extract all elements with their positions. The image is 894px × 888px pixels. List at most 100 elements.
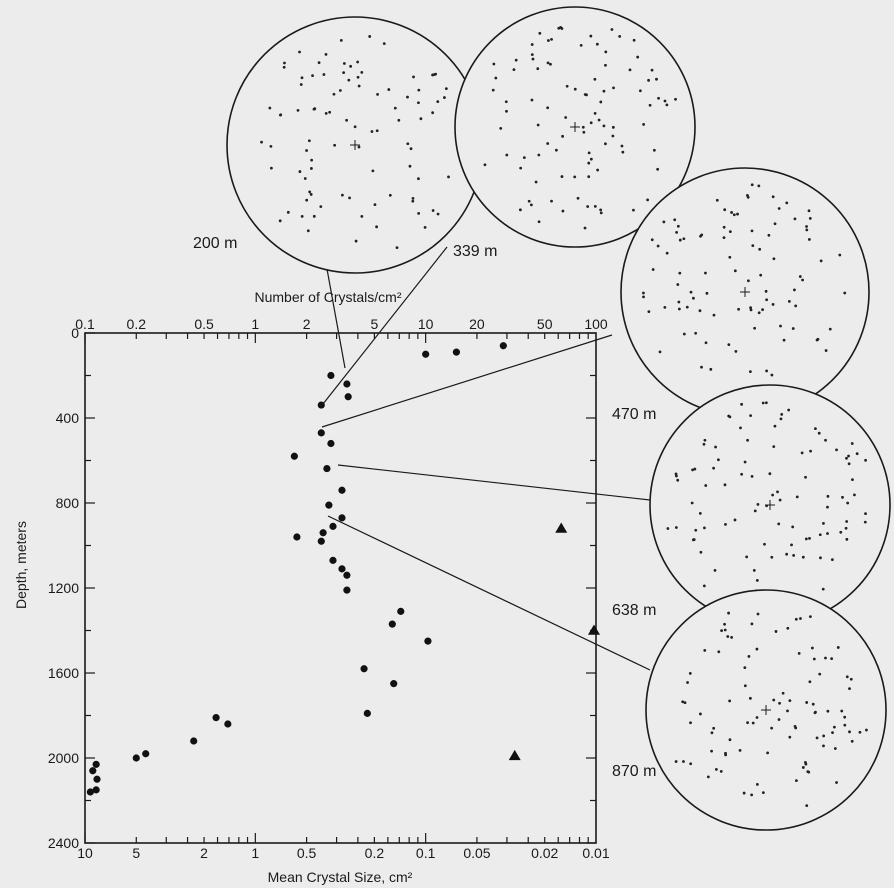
data-point-circle [422,350,430,358]
c-axis-dot [650,68,654,72]
c-axis-dot [308,190,312,194]
c-axis-dot [724,753,728,757]
c-axis-dot [585,93,588,97]
c-axis-dot [522,156,526,160]
c-axis-dot [417,177,420,181]
c-axis-dot [848,730,851,734]
c-axis-dot [298,170,302,173]
c-axis-dot [674,526,678,529]
fabric-diagram-339m [454,6,696,248]
c-axis-dot [853,493,856,497]
c-axis-dot [772,698,776,702]
c-axis-dot [409,147,413,151]
c-axis-dot [806,770,810,774]
c-axis-dot [675,230,678,234]
c-axis-dot [576,196,580,200]
data-point-circle [424,637,432,645]
c-axis-dot [782,338,786,342]
top-tick-label: 10 [418,316,434,332]
c-axis-dot [822,734,826,738]
c-axis-dot [504,100,508,104]
c-axis-dot [678,238,682,242]
data-point-circle [92,760,100,768]
y-axis-title: Depth, meters [13,521,29,609]
c-axis-dot [845,537,849,541]
c-axis-dot [534,180,538,184]
c-axis-dot [596,168,600,172]
c-axis-dot [855,452,859,456]
c-axis-dot [743,684,747,688]
data-point-circle [329,522,337,530]
c-axis-dot [722,225,726,229]
c-axis-dot [324,52,328,56]
c-axis-dot [805,228,809,232]
c-axis-dot [728,230,732,234]
c-axis-dot [546,61,550,65]
centre-cross [350,140,360,150]
c-axis-dot [340,193,344,197]
c-axis-dot [801,555,805,559]
c-axis-dot [682,237,686,241]
c-axis-dot [811,702,815,706]
data-points [86,342,600,796]
c-axis-dot [750,793,754,797]
data-point-circle [327,439,335,448]
c-axis-dot [750,475,754,478]
c-axis-dot [751,721,755,725]
c-axis-dot [636,55,640,59]
c-axis-dot [550,199,553,203]
c-axis-dot [835,781,838,784]
c-axis-dot [703,648,707,652]
data-point-circle [343,571,351,579]
y-tick-label: 2000 [48,750,79,766]
c-axis-dot [339,38,343,42]
c-axis-dot [546,106,550,110]
c-axis-dot [822,521,825,525]
data-point-circle [290,452,298,460]
c-axis-dot [655,77,658,81]
data-point-circle [325,501,333,509]
c-axis-dot [723,628,727,632]
c-axis-dot [763,542,766,546]
c-axis-dot [822,744,825,748]
c-axis-dot [505,153,509,157]
c-axis-dot [702,584,706,588]
c-axis-dot [830,558,834,562]
c-axis-dot [812,657,816,661]
c-axis-dot [345,118,349,122]
c-axis-dot [750,229,754,233]
c-axis-dot [850,442,854,445]
top-tick-label: 100 [584,316,608,332]
c-axis-dot [724,522,727,526]
c-axis-dot [761,308,764,312]
bottom-tick-label: 0.1 [416,845,436,861]
c-axis-dot [843,715,847,719]
c-axis-dot [646,198,650,202]
data-point-circle [142,750,150,758]
c-axis-dot [492,62,496,66]
data-point-circle [190,737,198,745]
c-axis-dot [694,331,698,335]
c-axis-dot [300,214,304,218]
c-axis-dot [768,472,772,476]
c-axis-dot [677,307,681,311]
bottom-tick-label: 5 [132,845,140,861]
y-tick-label: 1600 [48,665,79,681]
c-axis-dot [582,130,586,134]
data-point-circle [388,620,396,628]
depth-label: 870 m [612,763,656,780]
c-axis-dot [604,142,607,146]
c-axis-dot [686,681,689,684]
c-axis-dot [436,212,440,216]
c-axis-dot [674,97,677,101]
c-axis-dot [408,164,412,168]
c-axis-dot [778,498,782,502]
c-axis-dot [559,26,562,29]
c-axis-dot [777,718,781,721]
c-axis-dot [709,367,713,371]
c-axis-dot [706,775,710,779]
c-axis-dot [417,88,421,92]
c-axis-dot [357,84,361,88]
c-axis-dot [749,306,752,310]
c-axis-dot [765,504,769,508]
